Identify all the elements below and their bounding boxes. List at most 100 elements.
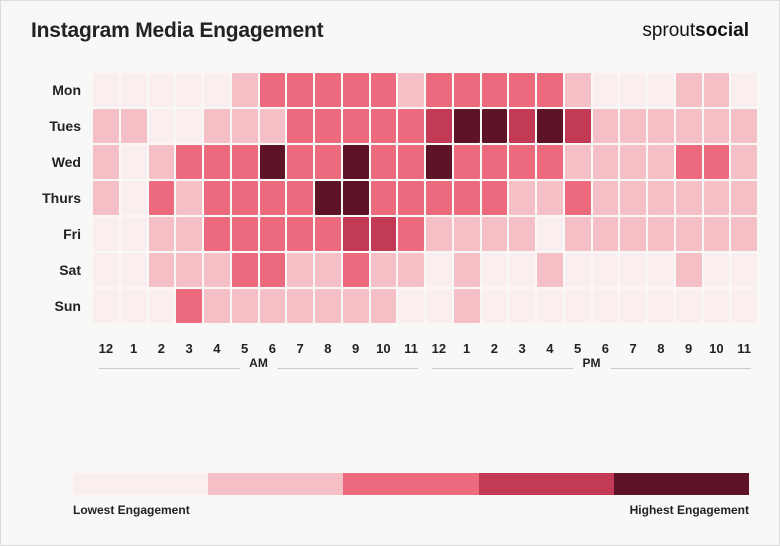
hour-label: 10 [371,341,397,356]
heatmap-cell [704,145,730,179]
heatmap-cell [620,217,646,251]
heatmap-cell [149,289,175,323]
hour-label: 2 [149,341,175,356]
heatmap-cell [204,145,230,179]
heatmap-cell [260,73,286,107]
heatmap-cell [398,145,424,179]
heatmap-cell [93,145,119,179]
heatmap-cell [260,109,286,143]
heatmap-cell [648,109,674,143]
heatmap-cell [371,253,397,287]
hour-label: 9 [343,341,369,356]
chart-title: Instagram Media Engagement [31,19,323,43]
heatmap-cell [176,181,202,215]
legend: Lowest Engagement Highest Engagement [73,473,749,517]
heatmap-cell [482,217,508,251]
heatmap-cell [93,181,119,215]
heatmap-cell [537,217,563,251]
heatmap-cell [149,217,175,251]
heatmap-cell [731,289,757,323]
hour-label: 9 [676,341,702,356]
heatmap-cell [260,253,286,287]
heatmap-cell [704,289,730,323]
heatmap-cell [482,253,508,287]
heatmap-cell [232,181,258,215]
heatmap-cell [204,217,230,251]
heatmap-cell [149,73,175,107]
heatmap-cell [704,253,730,287]
heatmap-cell [204,289,230,323]
hour-label: 3 [176,341,202,356]
heatmap-cell [426,73,452,107]
heatmap-cell [676,145,702,179]
heatmap-cell [315,289,341,323]
heatmap-cell [731,109,757,143]
heatmap-cell [371,109,397,143]
hour-label: 3 [509,341,535,356]
heatmap-cell [149,181,175,215]
heatmap-cell [232,253,258,287]
heatmap-cell [343,145,369,179]
heatmap-cell [93,253,119,287]
heatmap-cell [232,73,258,107]
heatmap-cell [593,109,619,143]
heatmap-cell [371,181,397,215]
heatmap-cell [232,217,258,251]
heatmap-cell [232,145,258,179]
legend-high-label: Highest Engagement [630,503,749,517]
heatmap-cell [426,145,452,179]
heatmap-cell [204,73,230,107]
heatmap-cell [537,289,563,323]
legend-segment [614,473,749,495]
heatmap-cell [454,289,480,323]
heatmap-cell [398,217,424,251]
heatmap-cell [509,289,535,323]
hour-label: 5 [232,341,258,356]
heatmap-cell [593,217,619,251]
heatmap-cell [176,73,202,107]
heatmap-cell [371,145,397,179]
heatmap-cell [620,73,646,107]
hour-label: 7 [620,341,646,356]
heatmap-cell [121,145,147,179]
heatmap-cell [287,217,313,251]
legend-segment [208,473,343,495]
heatmap-cell [731,253,757,287]
heatmap-cell [260,217,286,251]
heatmap-cell [260,145,286,179]
legend-scale [73,473,749,495]
heatmap-cell [149,145,175,179]
heatmap-cell [454,253,480,287]
heatmap-cell [315,217,341,251]
heatmap-cell [704,181,730,215]
heatmap-cell [676,73,702,107]
heatmap-cell [593,73,619,107]
heatmap-cell [343,217,369,251]
heatmap-cell [260,289,286,323]
heatmap-cell [648,217,674,251]
heatmap-cell [704,109,730,143]
heatmap-cell [676,181,702,215]
heatmap-cell [93,289,119,323]
heatmap-cell [593,181,619,215]
heatmap-cell [121,217,147,251]
heatmap-cell [93,109,119,143]
heatmap-cell [287,289,313,323]
brand-logo: sproutsocial [642,20,749,42]
heatmap-cell [232,289,258,323]
heatmap-cell [482,145,508,179]
heatmap-cell [482,73,508,107]
heatmap-cell [565,253,591,287]
heatmap-chart: MonTuesWedThursFriSatSun 121234567891011… [31,73,757,382]
heatmap-cell [454,73,480,107]
heatmap-cell [343,289,369,323]
heatmap-cell [676,217,702,251]
heatmap-cell [149,253,175,287]
hour-label: 10 [704,341,730,356]
legend-segment [73,473,208,495]
heatmap-cell [593,145,619,179]
legend-segment [343,473,478,495]
heatmap-cell [704,217,730,251]
heatmap-cell [371,289,397,323]
heatmap-cell [176,289,202,323]
